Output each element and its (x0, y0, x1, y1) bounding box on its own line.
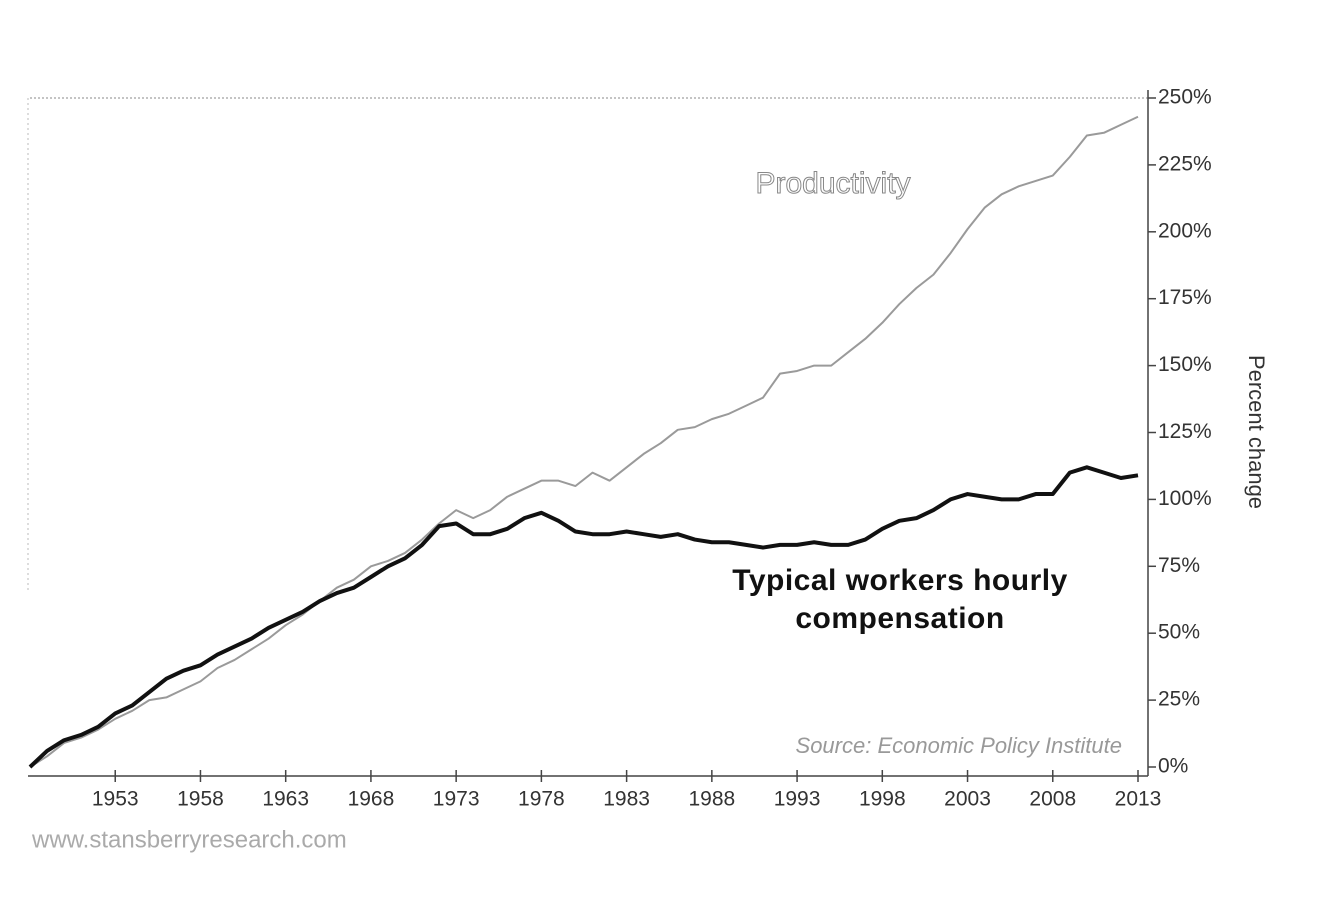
y-tick-label: 175% (1158, 286, 1212, 309)
x-tick-label: 2013 (1115, 788, 1162, 811)
y-tick-label: 125% (1158, 420, 1212, 443)
y-tick-label: 150% (1158, 353, 1212, 376)
x-tick-label: 2008 (1029, 788, 1076, 811)
series-label: Productivity (755, 167, 910, 200)
x-tick-label: 2003 (944, 788, 991, 811)
watermark: www.stansberryresearch.com (31, 826, 347, 853)
y-tick-label: 75% (1158, 554, 1200, 577)
y-tick-label: 50% (1158, 621, 1200, 644)
x-tick-label: 1988 (688, 788, 735, 811)
x-tick-label: 1978 (518, 788, 565, 811)
source-note: Source: Economic Policy Institute (796, 733, 1122, 758)
x-tick-label: 1983 (603, 788, 650, 811)
y-tick-label: 25% (1158, 688, 1200, 711)
x-tick-label: 1973 (433, 788, 480, 811)
x-tick-label: 1963 (262, 788, 309, 811)
series-line (29, 115, 1139, 768)
series-line (28, 465, 1139, 769)
x-tick-label: 1998 (859, 788, 906, 811)
y-tick-label: 0% (1158, 755, 1188, 778)
series-label: Typical workers hourly compensation (732, 564, 1068, 635)
y-tick-label: 225% (1158, 152, 1212, 175)
x-tick-label: 1968 (348, 788, 395, 811)
x-tick-label: 1958 (177, 788, 224, 811)
x-tick-label: 1953 (92, 788, 139, 811)
y-tick-label: 200% (1158, 219, 1212, 242)
y-tick-label: 100% (1158, 487, 1212, 510)
y-tick-label: 250% (1158, 86, 1212, 109)
x-tick-label: 1993 (774, 788, 821, 811)
y-axis-label: Percent change (1244, 355, 1269, 509)
